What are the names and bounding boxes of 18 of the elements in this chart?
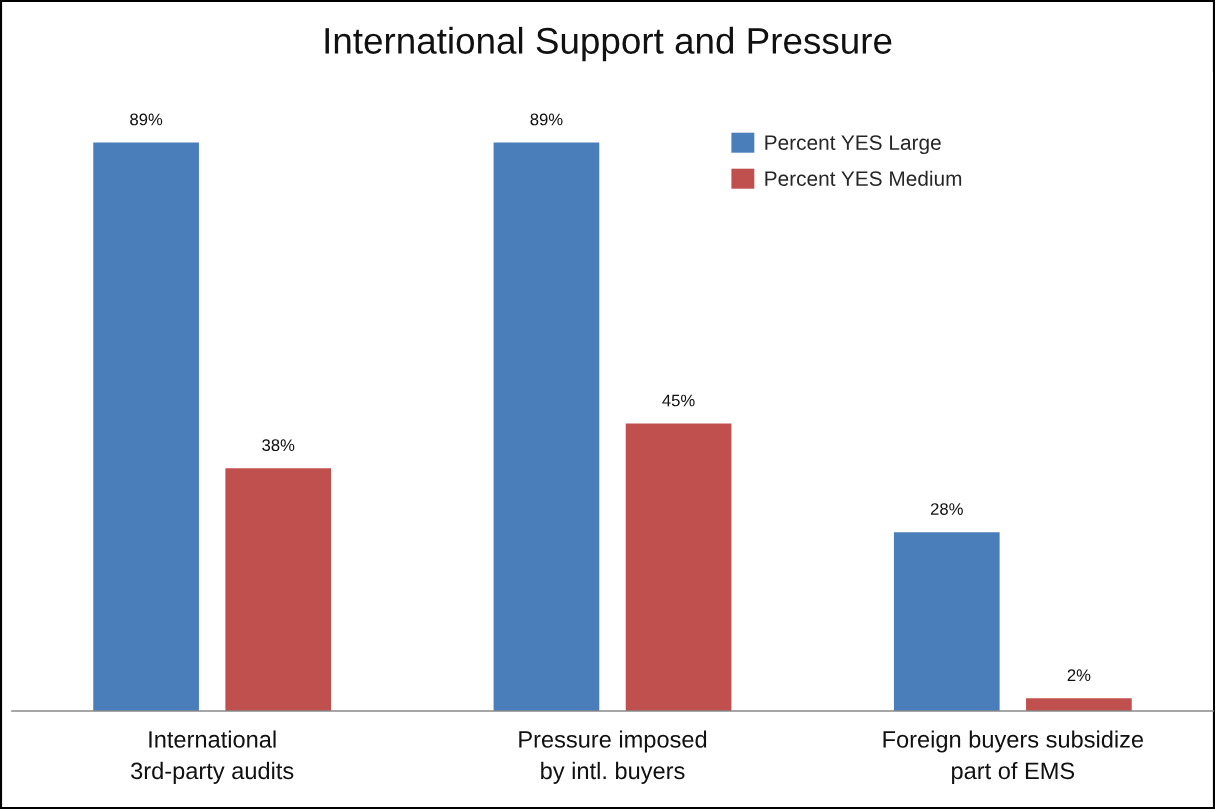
bar [1026, 698, 1132, 711]
data-label: 28% [930, 503, 963, 515]
bar [225, 468, 332, 711]
bar [493, 142, 600, 711]
legend-label: Percent YES Large [765, 135, 941, 155]
data-label: 2% [1067, 669, 1091, 681]
x-tick-label: International 3rd-party audits [131, 730, 294, 784]
chart-title: International Support and Pressure [325, 26, 892, 62]
data-label: 38% [262, 439, 295, 452]
data-label: 45% [662, 394, 695, 407]
legend-label: Percent YES Medium [765, 170, 962, 186]
bar [625, 423, 732, 711]
data-label: 89% [530, 113, 563, 126]
bar [93, 142, 199, 711]
x-tick-label: Foreign buyers subsidize part of EMS [883, 730, 1144, 784]
x-tick-label: Pressure imposed by intl. buyers [519, 730, 707, 784]
bar [893, 532, 1000, 711]
data-label: 89% [130, 113, 163, 126]
